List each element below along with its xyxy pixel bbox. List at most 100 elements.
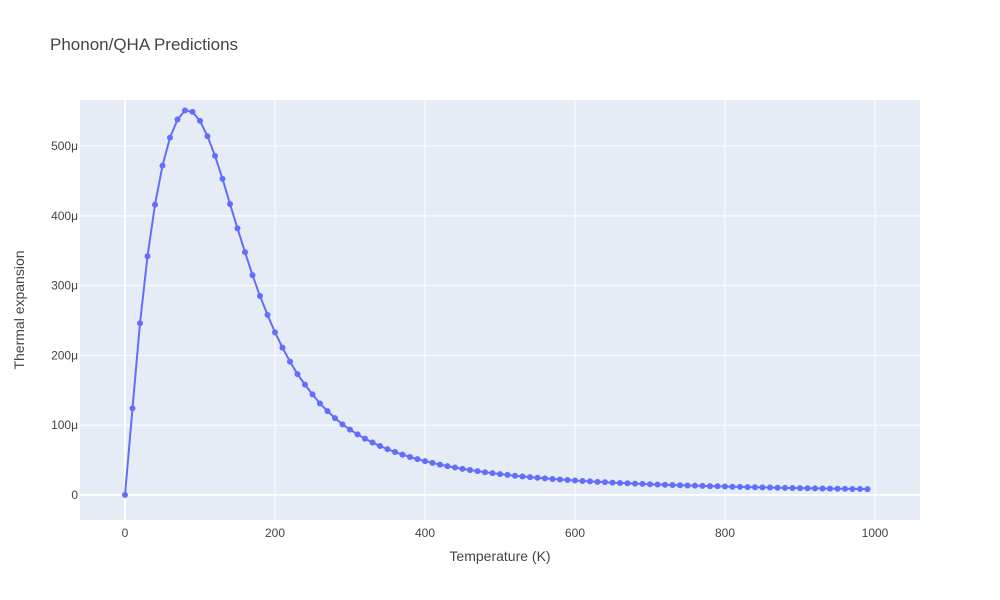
data-point [429, 459, 436, 466]
data-point [654, 481, 661, 488]
data-point [437, 461, 443, 468]
data-point [564, 477, 571, 484]
data-point [519, 473, 526, 480]
data-point [122, 491, 128, 498]
data-point [639, 480, 646, 487]
data-point [287, 358, 293, 365]
data-point [497, 471, 503, 478]
data-point [684, 482, 691, 489]
data-point [309, 391, 316, 398]
x-tick-label: 0 [122, 526, 129, 540]
data-point [602, 479, 608, 486]
data-point [189, 108, 196, 115]
data-point [692, 482, 698, 489]
y-gridlines [80, 145, 920, 496]
data-point [827, 485, 833, 492]
data-point [279, 344, 286, 351]
data-point [384, 446, 391, 453]
data-point [332, 415, 338, 422]
data-point [624, 480, 631, 487]
data-point [227, 200, 233, 207]
data-point [647, 481, 653, 488]
data-point [782, 484, 788, 491]
y-tick-label: 200μ [51, 348, 78, 362]
data-point [212, 152, 218, 159]
data-point [197, 117, 203, 124]
data-point [594, 478, 601, 485]
data-point [707, 483, 713, 490]
chart-title: Phonon/QHA Predictions [50, 35, 238, 54]
data-point [182, 107, 188, 114]
y-tick-label: 400μ [51, 209, 78, 223]
data-point [527, 474, 533, 481]
data-point [542, 475, 548, 482]
data-point [242, 249, 248, 256]
data-point [572, 477, 578, 484]
y-tick-label: 100μ [51, 418, 78, 432]
series-line [124, 109, 868, 495]
data-point [849, 485, 856, 492]
data-point [609, 479, 616, 486]
data-point [354, 431, 361, 438]
data-point [174, 116, 181, 123]
data-point [234, 225, 241, 232]
data-point [489, 470, 496, 477]
y-tick-labels: 0 100μ 200μ 300μ 400μ 500μ [51, 139, 78, 502]
data-point [669, 481, 676, 488]
data-point [699, 482, 706, 489]
data-point [819, 485, 826, 492]
data-point [752, 484, 758, 491]
data-point [264, 311, 271, 318]
x-tick-label: 200 [265, 526, 285, 540]
x-axis-title: Temperature (K) [449, 548, 550, 564]
data-point [249, 272, 256, 279]
data-point [534, 474, 541, 481]
data-point [144, 253, 151, 260]
data-point [167, 134, 173, 141]
y-tick-label: 300μ [51, 279, 78, 293]
data-point [422, 458, 428, 465]
x-gridlines [124, 100, 876, 520]
data-point [347, 426, 353, 433]
data-point [774, 484, 781, 491]
x-tick-label: 1000 [862, 526, 889, 540]
data-point [399, 451, 406, 458]
data-point [842, 485, 848, 492]
data-point [392, 449, 398, 456]
x-tick-labels: 0 200 400 600 800 1000 [122, 526, 889, 540]
data-point [864, 486, 871, 493]
data-point [759, 484, 766, 491]
data-point [257, 293, 263, 300]
data-point [729, 483, 736, 490]
x-tick-label: 600 [565, 526, 585, 540]
data-point [467, 467, 473, 474]
data-point [789, 484, 796, 491]
data-point [339, 421, 346, 428]
data-point [452, 464, 458, 471]
data-point [159, 162, 166, 169]
data-point [617, 479, 623, 486]
data-point [204, 133, 211, 140]
data-point [662, 481, 668, 488]
x-tick-label: 400 [415, 526, 435, 540]
data-point [587, 478, 593, 485]
data-point [722, 483, 728, 490]
data-point [797, 485, 803, 492]
data-point [414, 456, 421, 463]
data-point [219, 175, 226, 182]
data-point [377, 443, 383, 450]
data-point [504, 471, 511, 478]
data-point [362, 435, 368, 442]
plot-area [80, 100, 920, 520]
data-point [834, 485, 841, 492]
data-point [459, 465, 466, 472]
data-point [557, 476, 563, 483]
data-point [129, 405, 136, 412]
data-point [737, 483, 743, 490]
data-point [482, 469, 488, 476]
data-point [407, 454, 413, 460]
y-tick-label: 500μ [51, 139, 78, 153]
data-point [579, 478, 586, 484]
data-point [152, 201, 158, 208]
